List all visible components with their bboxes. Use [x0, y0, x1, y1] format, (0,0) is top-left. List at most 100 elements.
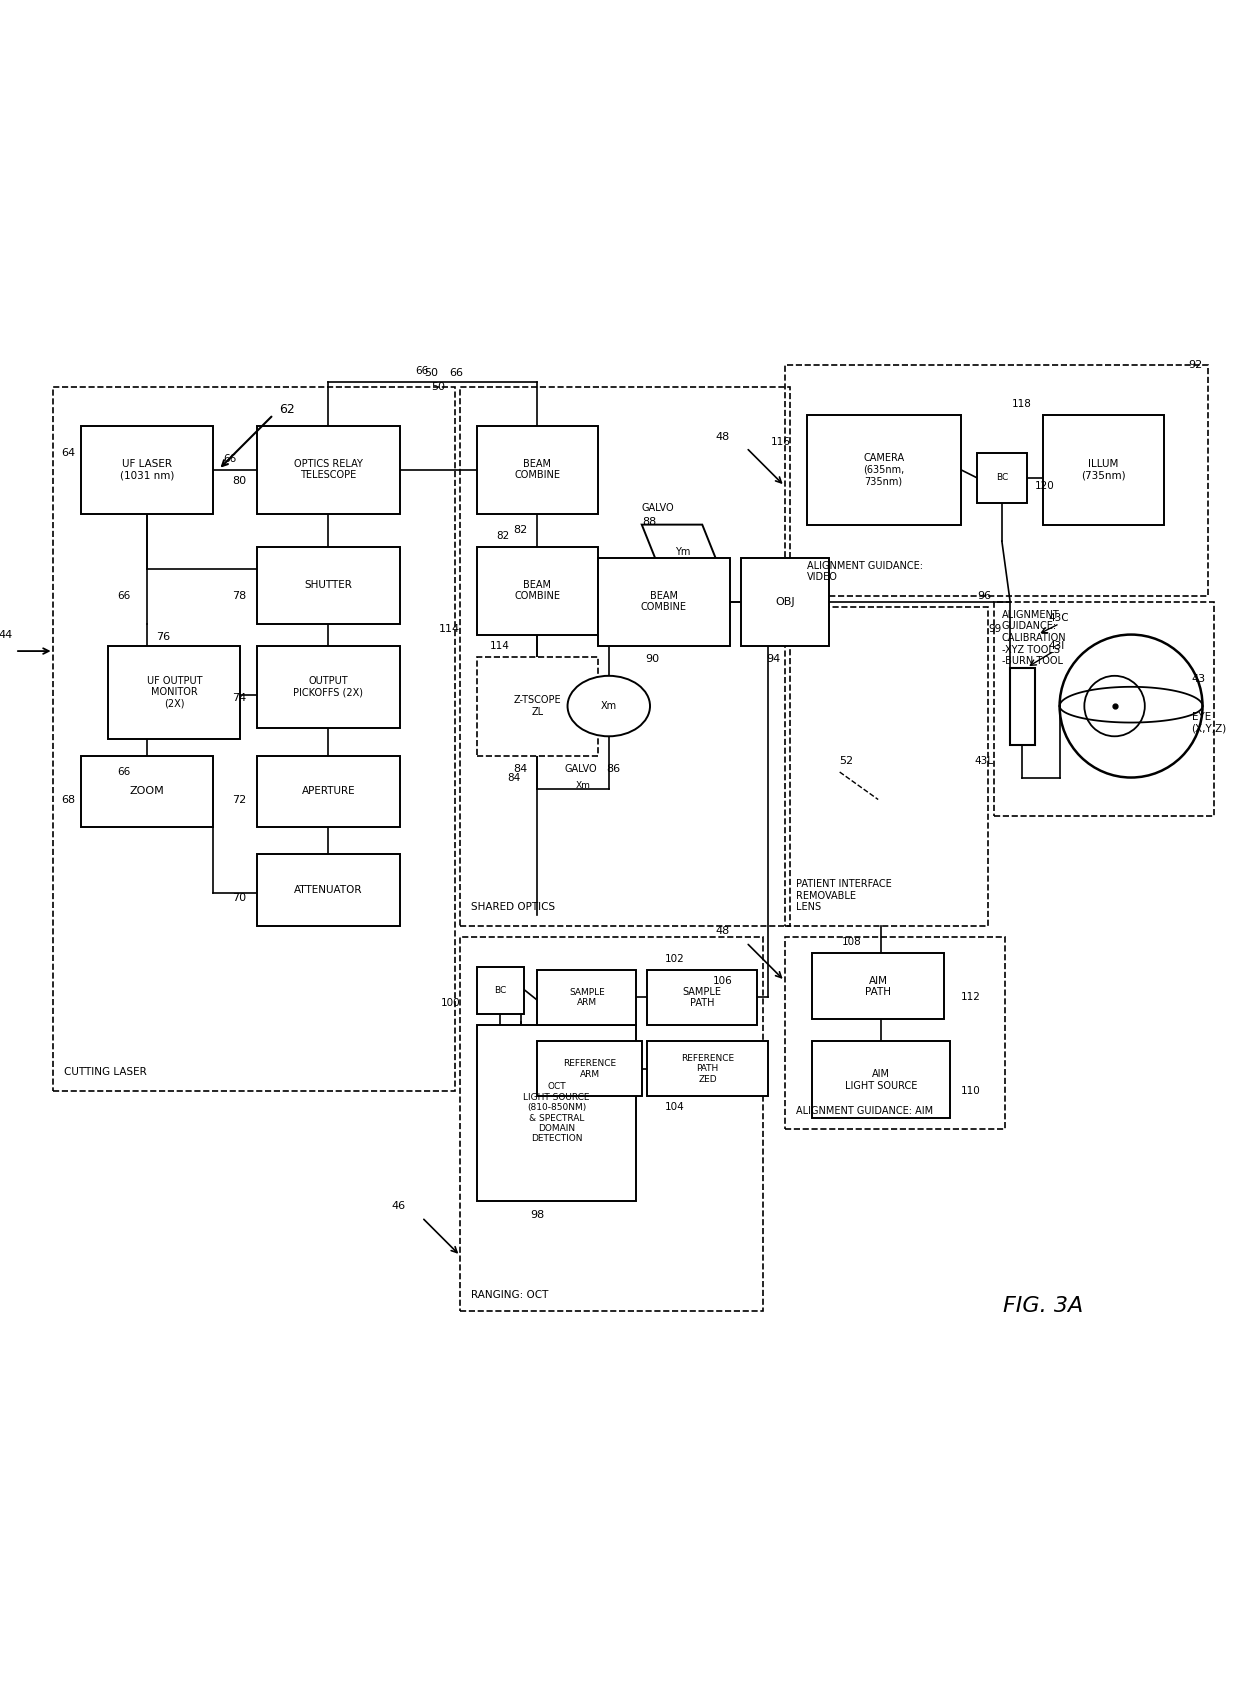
Text: CUTTING LASER: CUTTING LASER — [64, 1068, 148, 1078]
Bar — [477, 425, 598, 513]
Text: 99: 99 — [988, 624, 1002, 634]
Text: 74: 74 — [232, 693, 246, 703]
Text: UF OUTPUT
MONITOR
(2X): UF OUTPUT MONITOR (2X) — [146, 676, 202, 709]
Text: 66: 66 — [415, 366, 429, 376]
Bar — [460, 936, 763, 1311]
Bar — [977, 454, 1027, 503]
Text: Z-TSCOPE
ZL: Z-TSCOPE ZL — [513, 695, 562, 717]
Text: OPTICS RELAY
TELESCOPE: OPTICS RELAY TELESCOPE — [294, 459, 363, 481]
Text: OCT
LIGHT SOURCE
(810-850NM)
& SPECTRAL
DOMAIN
DETECTION: OCT LIGHT SOURCE (810-850NM) & SPECTRAL … — [523, 1083, 590, 1144]
Text: 108: 108 — [842, 938, 862, 948]
Text: 52: 52 — [839, 756, 854, 766]
Text: 114: 114 — [439, 624, 460, 634]
Text: 43L: 43L — [975, 756, 993, 766]
Text: Ym: Ym — [676, 547, 691, 557]
Text: 82: 82 — [496, 531, 510, 540]
Bar — [460, 388, 790, 926]
Text: 106: 106 — [713, 977, 733, 985]
Text: 88: 88 — [642, 516, 656, 526]
Text: 66: 66 — [118, 768, 130, 778]
Text: 120: 120 — [1035, 481, 1054, 491]
Text: BEAM
COMBINE: BEAM COMBINE — [515, 459, 560, 481]
Text: 92: 92 — [1188, 361, 1203, 369]
Text: 78: 78 — [232, 590, 246, 601]
Bar — [647, 970, 758, 1026]
Bar — [477, 1026, 636, 1201]
Bar — [257, 646, 399, 729]
Text: APERTURE: APERTURE — [301, 786, 355, 796]
Text: FIG. 3A: FIG. 3A — [1003, 1296, 1084, 1316]
Text: 72: 72 — [232, 795, 246, 805]
Text: 98: 98 — [531, 1210, 544, 1220]
Text: SHUTTER: SHUTTER — [305, 580, 352, 590]
Bar — [647, 1041, 769, 1097]
Text: 96: 96 — [977, 590, 991, 601]
Bar — [477, 547, 598, 634]
Text: 86: 86 — [606, 764, 620, 774]
Text: 43: 43 — [1192, 673, 1205, 683]
Bar — [812, 1041, 950, 1118]
Text: SAMPLE
PATH: SAMPLE PATH — [683, 987, 722, 1009]
Text: 44: 44 — [0, 629, 12, 639]
Text: 50: 50 — [424, 368, 439, 378]
Text: 62: 62 — [279, 403, 295, 415]
Text: ALIGNMENT GUIDANCE:
VIDEO: ALIGNMENT GUIDANCE: VIDEO — [807, 560, 923, 582]
Text: 66: 66 — [223, 454, 236, 464]
Text: ATTENUATOR: ATTENUATOR — [294, 886, 362, 896]
Text: 112: 112 — [961, 992, 981, 1002]
Bar — [108, 646, 241, 739]
Text: AIM
LIGHT SOURCE: AIM LIGHT SOURCE — [844, 1070, 918, 1091]
Bar — [1011, 668, 1035, 744]
Bar — [785, 364, 1208, 596]
Text: 76: 76 — [156, 633, 171, 643]
Ellipse shape — [568, 676, 650, 736]
Text: CAMERA
(635nm,
735nm): CAMERA (635nm, 735nm) — [863, 454, 904, 486]
Text: OBJ: OBJ — [775, 597, 795, 607]
Bar — [477, 967, 523, 1014]
Text: 48: 48 — [715, 926, 729, 936]
Text: 84: 84 — [507, 773, 521, 783]
Text: EYE
(X,Y,Z): EYE (X,Y,Z) — [1192, 712, 1226, 734]
Text: 48: 48 — [715, 432, 729, 442]
Bar — [257, 425, 399, 513]
Text: 43I: 43I — [1049, 641, 1065, 651]
Text: 84: 84 — [513, 764, 528, 774]
Text: 66: 66 — [118, 590, 130, 601]
Text: BEAM
COMBINE: BEAM COMBINE — [515, 580, 560, 601]
Text: 82: 82 — [513, 525, 528, 535]
Text: ALIGNMENT
GUIDANCE:
CALIBRATION
-XYZ TOOLS
-BURN TOOL: ALIGNMENT GUIDANCE: CALIBRATION -XYZ TOO… — [1002, 609, 1066, 666]
Text: 94: 94 — [766, 655, 781, 665]
Bar — [81, 425, 213, 513]
Text: 104: 104 — [665, 1102, 684, 1112]
Bar — [740, 558, 828, 646]
Bar — [81, 756, 213, 827]
Text: AIM
PATH: AIM PATH — [866, 975, 892, 997]
Text: 116: 116 — [770, 437, 790, 447]
Bar — [537, 1041, 642, 1097]
Text: GALVO: GALVO — [564, 764, 598, 774]
Text: 102: 102 — [665, 953, 684, 963]
Text: 110: 110 — [961, 1086, 981, 1097]
Bar — [537, 970, 636, 1026]
Bar — [53, 388, 455, 1091]
Text: 64: 64 — [61, 449, 76, 459]
Text: ILLUM
(735nm): ILLUM (735nm) — [1081, 459, 1126, 481]
Bar — [785, 607, 988, 926]
Bar — [812, 953, 944, 1019]
Text: ALIGNMENT GUIDANCE: AIM: ALIGNMENT GUIDANCE: AIM — [796, 1105, 932, 1115]
Text: SHARED OPTICS: SHARED OPTICS — [471, 903, 556, 913]
Text: BC: BC — [494, 987, 506, 995]
Text: 66: 66 — [449, 368, 464, 378]
Bar — [598, 558, 729, 646]
Text: OUTPUT
PICKOFFS (2X): OUTPUT PICKOFFS (2X) — [294, 676, 363, 698]
Text: 70: 70 — [232, 894, 246, 904]
Bar — [257, 547, 399, 624]
Text: REFERENCE
PATH
ZED: REFERENCE PATH ZED — [681, 1054, 734, 1083]
Text: GALVO: GALVO — [642, 503, 675, 513]
Text: PATIENT INTERFACE
REMOVABLE
LENS: PATIENT INTERFACE REMOVABLE LENS — [796, 879, 892, 913]
Text: 46: 46 — [392, 1201, 405, 1211]
Bar — [477, 656, 598, 756]
Text: 90: 90 — [646, 655, 660, 665]
Text: SAMPLE
ARM: SAMPLE ARM — [569, 989, 605, 1007]
Text: Xm: Xm — [575, 781, 590, 790]
